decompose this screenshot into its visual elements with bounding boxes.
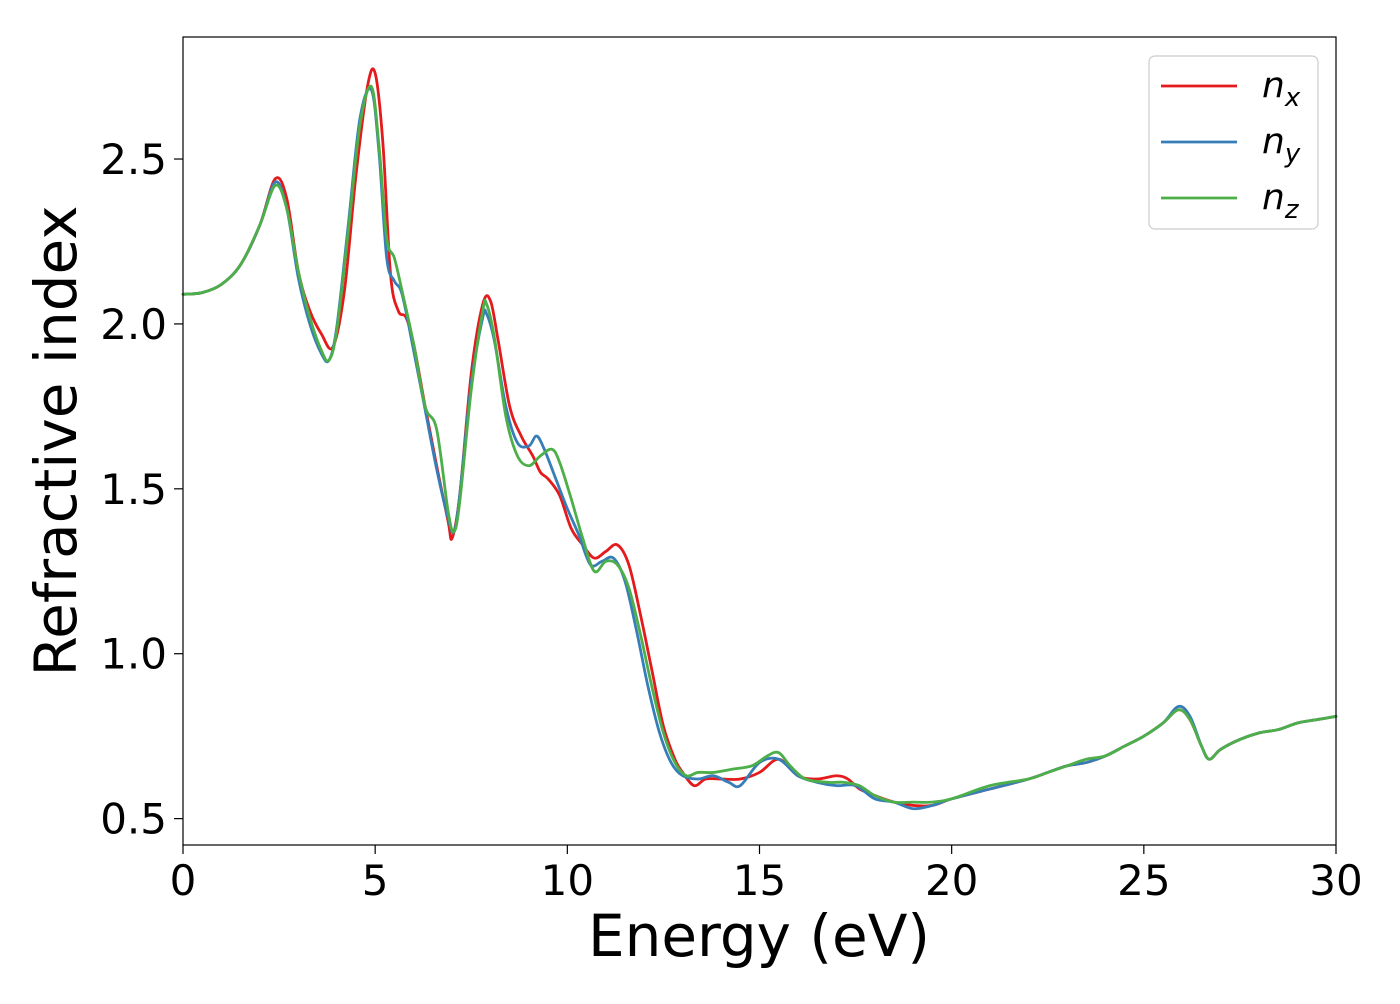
legend-subscript: x: [1284, 83, 1301, 113]
y-tick-label: 0.5: [100, 795, 167, 844]
ticks-layer: 0 5 10 15 20 25 30 0.5 1.0 1.5 2.0 2.5: [100, 135, 1363, 905]
y-tick-label: 2.0: [100, 300, 167, 349]
y-tick-label: 1.5: [100, 465, 167, 514]
series-line-nz: [181, 84, 1338, 805]
plot-frame: [182, 36, 1337, 846]
legend-subscript: y: [1284, 139, 1301, 169]
legend-label-ny: ny: [1262, 121, 1301, 169]
x-tick-label: 10: [541, 856, 594, 905]
x-tick-label: 20: [925, 856, 978, 905]
legend-subscript: z: [1284, 195, 1300, 225]
y-tick-label: 2.5: [100, 135, 167, 184]
x-tick-label: 30: [1309, 856, 1362, 905]
series-layer: [181, 67, 1338, 811]
x-axis-label: Energy (eV): [588, 902, 930, 970]
y-tick-label: 1.0: [100, 630, 167, 679]
x-tick-label: 15: [733, 856, 786, 905]
legend-label-nx: nx: [1262, 65, 1301, 113]
x-tick-label: 5: [362, 856, 389, 905]
y-axis-label: Refractive index: [22, 205, 90, 676]
x-tick-label: 25: [1117, 856, 1170, 905]
x-tick-label: 0: [170, 856, 197, 905]
